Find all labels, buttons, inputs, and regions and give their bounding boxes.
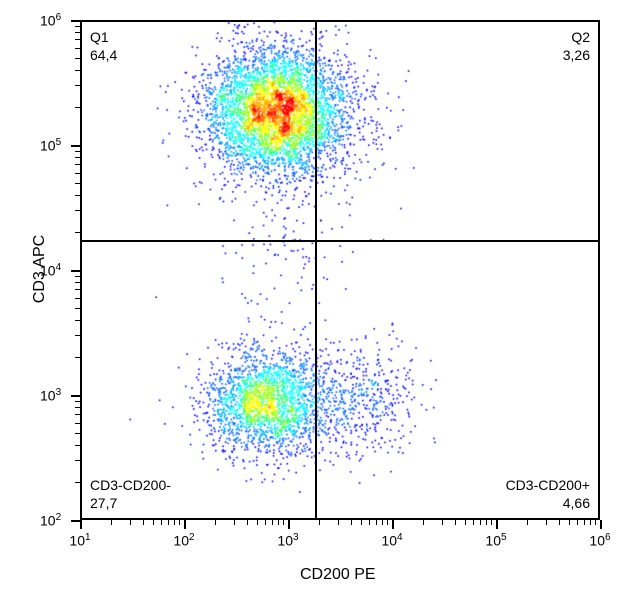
q4-name: CD3-CD200+ [506, 477, 590, 493]
q3-value: 27,7 [90, 495, 117, 511]
q2-label: Q2 3,26 [563, 28, 590, 64]
y-axis-label: CD3 APC [31, 235, 49, 303]
q2-name: Q2 [571, 29, 590, 45]
quadrant-line-vertical [315, 22, 317, 518]
flow-cytometry-plot: Q1 64,4 Q2 3,26 CD3-CD200- 27,7 CD3-CD20… [0, 0, 628, 606]
q1-name: Q1 [90, 29, 109, 45]
q3-name: CD3-CD200- [90, 477, 171, 493]
q4-label: CD3-CD200+ 4,66 [506, 476, 590, 512]
q3-label: CD3-CD200- 27,7 [90, 476, 171, 512]
q4-value: 4,66 [563, 495, 590, 511]
plot-area: Q1 64,4 Q2 3,26 CD3-CD200- 27,7 CD3-CD20… [80, 20, 600, 520]
q2-value: 3,26 [563, 47, 590, 63]
x-axis-label: CD200 PE [300, 566, 376, 584]
q1-label: Q1 64,4 [90, 28, 117, 64]
q1-value: 64,4 [90, 47, 117, 63]
quadrant-line-horizontal [82, 240, 598, 242]
scatter-canvas [82, 22, 600, 520]
